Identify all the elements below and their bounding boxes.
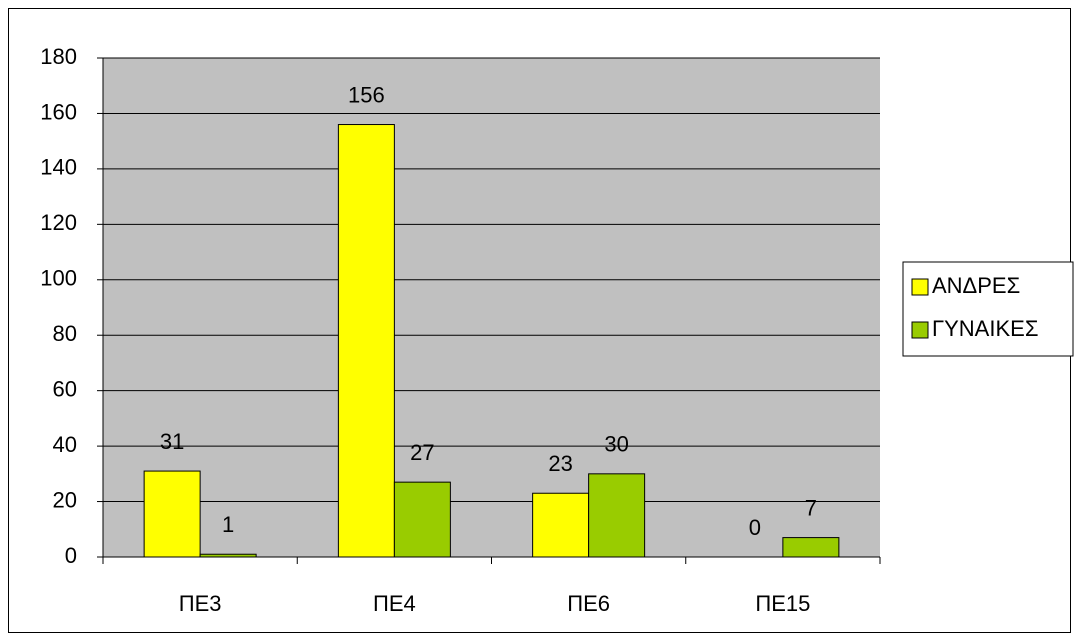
bar <box>782 537 840 558</box>
y-tick-label: 80 <box>53 321 77 346</box>
y-tick-label: 0 <box>65 543 77 568</box>
value-label: 7 <box>805 495 817 520</box>
y-tick-label: 180 <box>40 44 77 69</box>
bar <box>143 470 201 558</box>
value-label: 23 <box>548 451 572 476</box>
value-label: 27 <box>410 440 434 465</box>
value-label: 156 <box>348 82 385 107</box>
legend-swatch <box>911 278 929 296</box>
bar <box>393 481 451 558</box>
value-label: 30 <box>604 432 628 457</box>
value-label: 31 <box>160 429 184 454</box>
bar <box>199 553 257 558</box>
y-tick-label: 140 <box>40 155 77 180</box>
y-tick-label: 100 <box>40 266 77 291</box>
y-tick-label: 120 <box>40 210 77 235</box>
bar <box>337 124 395 558</box>
x-tick-label: ΠΕ15 <box>755 591 810 616</box>
x-tick-label: ΠΕ6 <box>567 591 610 616</box>
plot-area <box>103 58 880 557</box>
x-tick-label: ΠΕ4 <box>373 591 416 616</box>
y-tick-label: 20 <box>53 487 77 512</box>
legend-swatch <box>911 321 929 339</box>
x-tick-label: ΠΕ3 <box>179 591 222 616</box>
value-label: 1 <box>222 512 234 537</box>
legend-label: ΑΝΔΡΕΣ <box>932 273 1020 298</box>
bar <box>532 492 590 558</box>
y-tick-label: 160 <box>40 99 77 124</box>
bar <box>588 473 646 558</box>
legend-box <box>902 261 1074 357</box>
legend-label: ΓΥΝΑΙΚΕΣ <box>932 316 1038 341</box>
y-tick-label: 40 <box>53 432 77 457</box>
value-label: 0 <box>749 515 761 540</box>
y-tick-label: 60 <box>53 376 77 401</box>
